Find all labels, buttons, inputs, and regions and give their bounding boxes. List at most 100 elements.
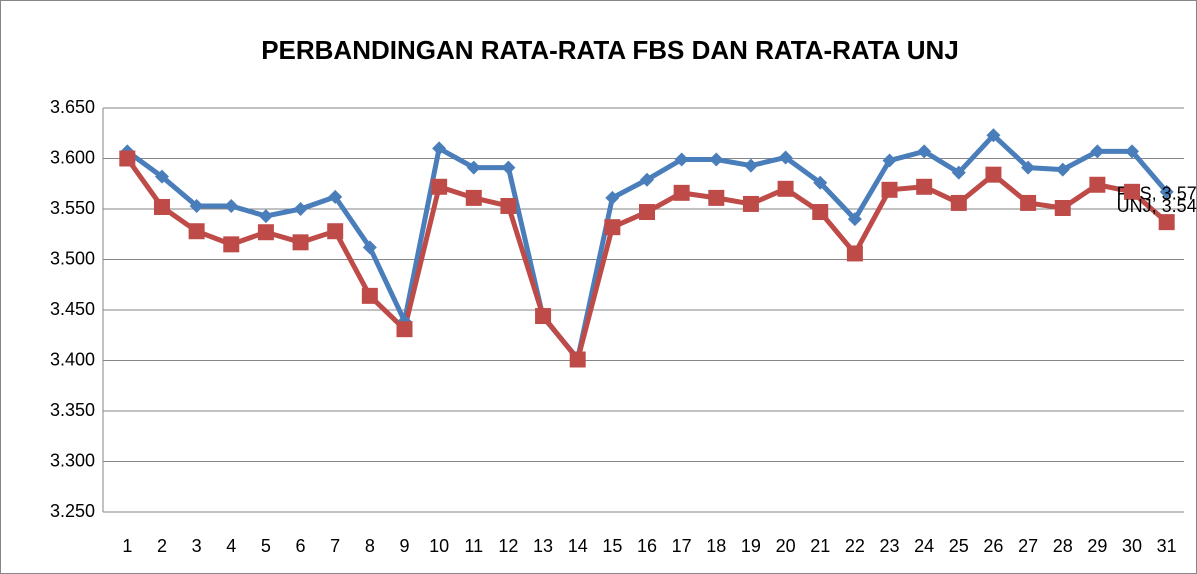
marker [673, 184, 690, 201]
marker [154, 169, 169, 184]
x-tick-label: 22 [845, 536, 865, 556]
data-label: UNJ, 3.54 [1117, 196, 1197, 216]
marker [916, 178, 933, 195]
marker [1124, 183, 1141, 200]
marker [1158, 214, 1175, 231]
marker [813, 175, 828, 190]
marker [847, 212, 862, 227]
marker [708, 189, 725, 206]
marker [778, 150, 793, 165]
y-tick-label: 3.550 [50, 198, 95, 218]
marker [569, 351, 586, 368]
marker [951, 165, 966, 180]
marker [985, 166, 1002, 183]
x-tick-label: 10 [429, 536, 449, 556]
y-tick-label: 3.250 [50, 501, 95, 521]
marker [224, 198, 239, 213]
x-tick-label: 12 [498, 536, 518, 556]
marker [604, 219, 621, 236]
chart-title: PERBANDINGAN RATA-RATA FBS DAN RATA-RATA… [261, 35, 959, 65]
marker [293, 202, 308, 216]
marker [812, 204, 829, 221]
x-tick-label: 3 [192, 536, 202, 556]
marker [431, 178, 448, 195]
marker [153, 198, 170, 215]
x-tick-label: 6 [296, 536, 306, 556]
marker [362, 240, 377, 255]
marker [743, 158, 758, 173]
marker [881, 181, 898, 198]
marker [465, 189, 482, 206]
marker [640, 172, 654, 187]
marker [1159, 184, 1174, 199]
marker [846, 245, 863, 262]
y-tick-label: 3.350 [50, 400, 95, 420]
x-tick-label: 9 [399, 536, 409, 556]
x-tick-label: 29 [1087, 536, 1107, 556]
marker [466, 160, 481, 175]
marker [119, 150, 136, 167]
marker [188, 223, 205, 240]
marker [1054, 199, 1071, 216]
marker [1090, 144, 1105, 159]
y-tick-label: 3.600 [50, 147, 95, 167]
x-tick-label: 15 [602, 536, 622, 556]
x-tick-label: 25 [949, 536, 969, 556]
marker [1020, 194, 1037, 211]
marker [327, 223, 344, 240]
marker [328, 189, 343, 204]
marker [639, 204, 655, 221]
y-tick-label: 3.650 [50, 97, 95, 117]
x-tick-label: 26 [983, 536, 1003, 556]
x-tick-label: 7 [330, 536, 340, 556]
x-tick-label: 14 [568, 536, 588, 556]
x-tick-label: 13 [533, 536, 553, 556]
marker [292, 234, 309, 251]
marker [361, 287, 378, 304]
x-tick-label: 4 [226, 536, 236, 556]
marker [258, 209, 273, 224]
marker [1055, 162, 1070, 177]
marker [223, 236, 240, 253]
x-tick-label: 31 [1157, 536, 1177, 556]
x-tick-label: 24 [914, 536, 934, 556]
marker [917, 144, 932, 159]
marker [1021, 160, 1036, 175]
y-tick-label: 3.500 [50, 248, 95, 268]
x-tick-label: 11 [464, 536, 483, 556]
x-tick-label: 30 [1122, 536, 1142, 556]
marker [432, 141, 447, 156]
y-tick-label: 3.400 [50, 349, 95, 369]
x-tick-label: 5 [261, 536, 271, 556]
marker [1089, 176, 1106, 193]
marker [500, 197, 517, 214]
y-tick-label: 3.300 [50, 450, 95, 470]
x-tick-label: 2 [157, 536, 167, 556]
x-tick-label: 16 [637, 536, 657, 556]
marker [605, 190, 620, 205]
x-tick-label: 23 [880, 536, 900, 556]
x-tick-label: 18 [706, 536, 726, 556]
marker [950, 194, 967, 211]
marker [709, 152, 724, 167]
x-tick-label: 27 [1018, 536, 1038, 556]
x-tick-label: 19 [741, 536, 761, 556]
x-tick-label: 21 [810, 536, 830, 556]
x-tick-label: 28 [1053, 536, 1073, 556]
marker [501, 160, 516, 175]
marker [882, 153, 897, 168]
marker [257, 224, 274, 241]
x-tick-label: 1 [122, 536, 132, 556]
marker [535, 308, 552, 325]
marker [674, 152, 689, 167]
y-tick-label: 3.450 [50, 299, 95, 319]
marker [777, 180, 794, 197]
x-tick-label: 20 [776, 536, 796, 556]
marker [986, 128, 1001, 143]
marker [396, 321, 413, 338]
marker [742, 195, 759, 212]
marker [189, 198, 204, 213]
x-tick-label: 8 [365, 536, 375, 556]
x-tick-label: 17 [672, 536, 692, 556]
